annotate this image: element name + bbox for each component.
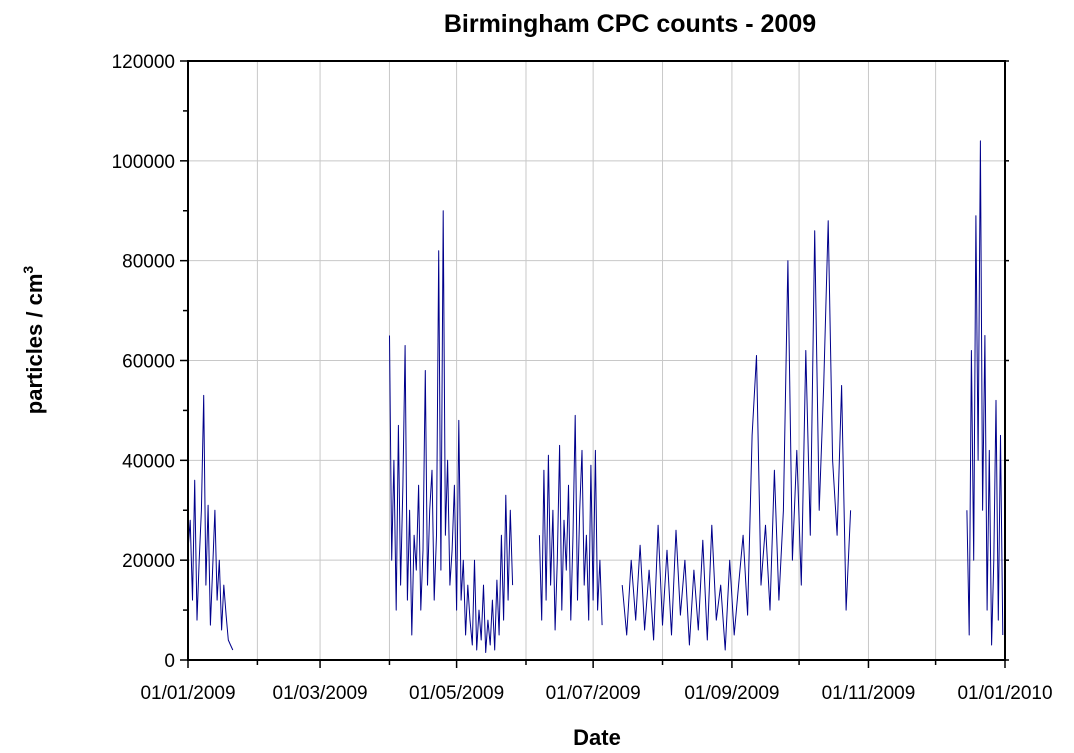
y-tick-label: 20000 <box>122 551 175 572</box>
data-series <box>187 140 1004 653</box>
y-tick-labels: 0 20000 40000 60000 80000 100000 120000 <box>112 52 175 672</box>
y-tick-label: 100000 <box>112 152 175 173</box>
y-tick-label: 120000 <box>112 52 175 73</box>
x-axis-title: Date <box>573 725 621 750</box>
y-tick-label: 80000 <box>122 252 175 273</box>
series-segment <box>389 210 514 653</box>
y-axis-title: particles / cm3 <box>20 266 47 415</box>
x-tick-label: 01/11/2009 <box>822 683 916 704</box>
x-tick-label: 01/01/2010 <box>957 683 1052 704</box>
series-segment <box>966 140 1004 646</box>
x-tick-label: 01/05/2009 <box>409 683 504 704</box>
series-segment <box>187 394 234 651</box>
chart-title: Birmingham CPC counts - 2009 <box>444 10 816 38</box>
y-axis-title-superscript: 3 <box>20 266 36 274</box>
series-segment <box>621 220 852 651</box>
y-axis-title-text: particles / cm <box>22 274 47 415</box>
y-tick-label: 0 <box>164 651 175 672</box>
y-tick-label: 60000 <box>122 352 175 373</box>
series-segment <box>538 414 603 631</box>
x-tick-label: 01/03/2009 <box>273 683 368 704</box>
x-tick-label: 01/01/2009 <box>140 683 235 704</box>
axis-ticks <box>180 60 1009 668</box>
y-tick-label: 40000 <box>122 451 175 472</box>
x-tick-label: 01/07/2009 <box>546 683 641 704</box>
grid <box>188 61 1005 660</box>
x-tick-labels: 01/01/2009 01/03/2009 01/05/2009 01/07/2009… <box>140 683 1052 704</box>
x-tick-label: 01/09/2009 <box>684 683 779 704</box>
